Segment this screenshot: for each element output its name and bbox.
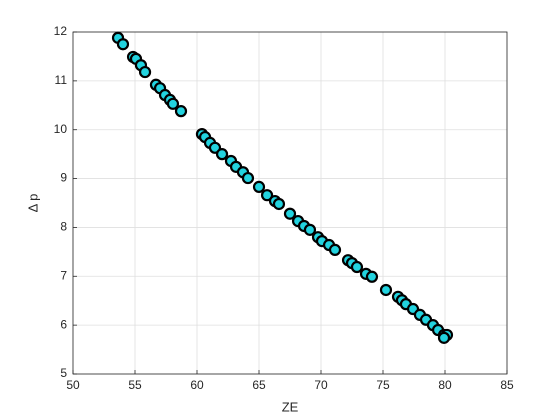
point — [116, 38, 130, 51]
point — [328, 243, 342, 257]
point — [379, 283, 393, 297]
x-tick-label: 75 — [376, 378, 390, 392]
y-tick-label: 6 — [60, 317, 67, 331]
plot-frame — [72, 31, 508, 375]
points — [111, 31, 454, 344]
point — [174, 105, 188, 118]
y-tick-label: 8 — [60, 220, 67, 234]
y-tick-label: 9 — [60, 171, 67, 185]
point — [138, 65, 152, 79]
y-tick-label: 7 — [60, 268, 67, 282]
y-tick-label: 10 — [54, 122, 68, 136]
point — [252, 180, 266, 193]
y-tick-label: 11 — [55, 73, 68, 87]
point — [260, 189, 274, 202]
x-tick-label: 60 — [190, 378, 204, 392]
x-tick-label: 50 — [66, 378, 80, 392]
point — [215, 148, 229, 161]
x-tick-label: 65 — [252, 378, 266, 392]
point — [350, 260, 364, 274]
point — [437, 331, 451, 344]
point — [241, 171, 255, 185]
x-tick-label: 55 — [128, 378, 142, 392]
x-axis-label: ZE — [282, 399, 299, 414]
y-tick-label: 12 — [54, 24, 68, 38]
point — [272, 197, 286, 211]
point — [303, 223, 317, 236]
x-tick-label: 85 — [500, 378, 514, 392]
y-tick-label: 5 — [60, 366, 67, 380]
y-axis-label: Δ p — [25, 194, 40, 213]
point — [283, 207, 297, 220]
point — [166, 97, 180, 110]
grid — [72, 31, 508, 375]
x-tick-label: 70 — [314, 378, 328, 392]
point — [365, 270, 379, 283]
x-tick-label: 80 — [438, 378, 452, 392]
